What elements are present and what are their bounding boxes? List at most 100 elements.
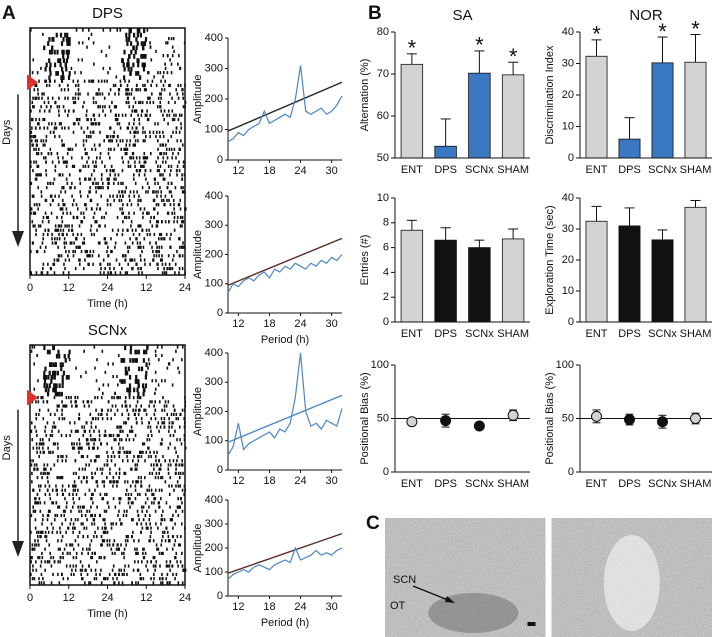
- activity-tick: [122, 429, 124, 433]
- activity-tick: [51, 488, 54, 492]
- activity-tick: [116, 396, 118, 400]
- activity-tick: [174, 446, 176, 450]
- activity-tick: [155, 254, 158, 258]
- activity-tick: [133, 560, 136, 564]
- activity-tick: [96, 467, 99, 471]
- activity-tick: [99, 492, 102, 497]
- y-axis-label: Entries (#): [359, 235, 371, 286]
- activity-tick: [124, 345, 127, 351]
- activity-tick: [136, 32, 139, 38]
- activity-tick: [47, 232, 49, 237]
- y-tick-label: 50: [562, 412, 574, 424]
- activity-tick: [73, 572, 75, 577]
- activity-tick: [71, 505, 74, 509]
- x-tick-label: SHAM: [497, 328, 529, 340]
- activity-tick: [143, 556, 146, 560]
- activity-tick: [107, 147, 110, 151]
- activity-tick: [42, 471, 45, 475]
- activity-tick: [49, 362, 52, 367]
- activity-tick: [138, 169, 141, 173]
- activity-tick: [137, 539, 140, 543]
- activity-tick: [51, 198, 54, 203]
- activity-tick: [163, 203, 165, 207]
- activity-tick: [113, 105, 116, 109]
- activity-tick: [50, 122, 53, 126]
- activity-tick: [132, 143, 135, 147]
- activity-tick: [127, 164, 130, 168]
- activity-tick: [139, 207, 142, 211]
- activity-tick: [110, 526, 113, 530]
- activity-tick: [112, 362, 114, 366]
- activity-tick: [44, 374, 48, 380]
- activity-tick: [92, 249, 95, 254]
- activity-tick: [171, 211, 174, 215]
- activity-tick: [161, 143, 164, 147]
- x-tick-label: 12: [63, 282, 75, 294]
- activity-tick: [168, 266, 171, 271]
- activity-tick: [126, 370, 129, 376]
- activity-tick: [142, 54, 146, 59]
- activity-tick: [133, 54, 136, 59]
- activity-tick: [160, 551, 163, 555]
- activity-tick: [45, 169, 47, 173]
- activity-tick: [66, 160, 69, 164]
- activity-tick: [52, 572, 54, 577]
- activity-tick: [124, 370, 128, 376]
- activity-tick: [91, 556, 94, 560]
- activity-tick: [184, 421, 186, 425]
- activity-tick: [53, 374, 56, 380]
- activity-tick: [108, 572, 111, 577]
- activity-tick: [83, 429, 86, 433]
- activity-tick: [35, 152, 38, 156]
- activity-tick: [110, 164, 113, 168]
- activity-tick: [161, 488, 163, 492]
- activity-tick: [62, 271, 65, 275]
- activity-tick: [33, 387, 36, 391]
- activity-tick: [37, 207, 39, 211]
- activity-tick: [30, 271, 33, 275]
- activity-tick: [172, 358, 174, 362]
- activity-tick: [76, 232, 79, 237]
- activity-tick: [181, 581, 184, 585]
- activity-tick: [149, 96, 151, 100]
- activity-tick: [132, 480, 134, 484]
- activity-tick: [140, 480, 142, 484]
- activity-tick: [104, 266, 107, 271]
- activity-tick: [66, 54, 70, 59]
- activity-tick: [95, 160, 97, 164]
- activity-tick: [90, 556, 92, 560]
- activity-tick: [98, 429, 101, 433]
- activity-tick: [37, 224, 40, 228]
- activity-tick: [145, 113, 148, 117]
- activity-tick: [31, 345, 34, 349]
- activity-tick: [152, 581, 155, 585]
- activity-tick: [169, 173, 171, 177]
- activity-tick: [91, 551, 94, 555]
- activity-tick: [113, 396, 115, 400]
- activity-tick: [144, 513, 147, 518]
- y-tick-label: 0: [217, 464, 223, 476]
- activity-tick: [144, 54, 147, 59]
- activity-tick: [136, 400, 139, 404]
- activity-tick: [46, 513, 49, 518]
- activity-tick: [124, 79, 126, 83]
- activity-tick: [67, 254, 69, 258]
- activity-tick: [172, 433, 175, 438]
- activity-tick: [140, 522, 143, 526]
- activity-tick: [158, 471, 160, 475]
- activity-tick: [138, 232, 141, 237]
- activity-tick: [145, 349, 148, 355]
- activity-tick: [74, 429, 77, 433]
- activity-tick: [50, 564, 53, 568]
- activity-tick: [158, 551, 161, 555]
- activity-tick: [160, 198, 163, 203]
- activity-tick: [43, 249, 46, 254]
- activity-tick: [156, 130, 158, 134]
- activity-tick: [119, 79, 122, 83]
- activity-tick: [45, 467, 47, 471]
- activity-tick: [168, 198, 170, 203]
- activity-tick: [162, 71, 165, 75]
- activity-tick: [179, 66, 181, 71]
- activity-tick: [43, 450, 45, 454]
- activity-tick: [174, 186, 177, 190]
